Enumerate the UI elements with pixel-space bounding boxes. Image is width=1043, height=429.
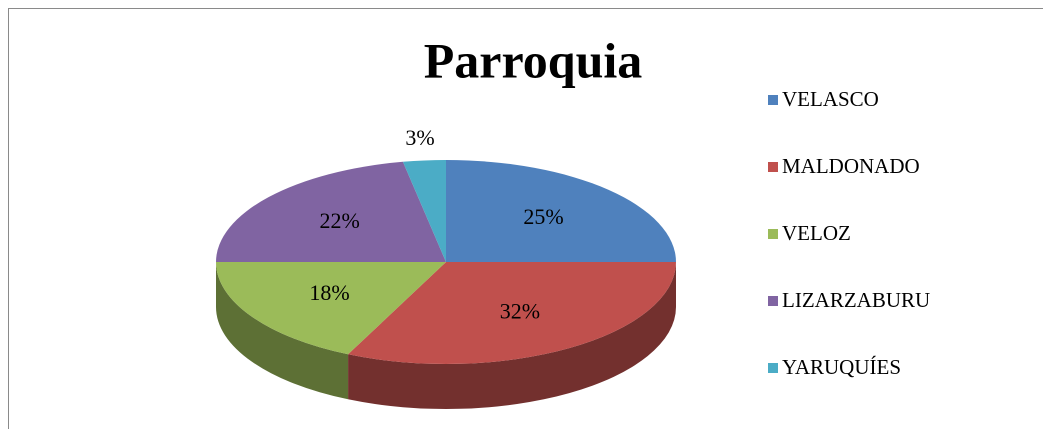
legend-label: YARUQUÍES: [782, 355, 901, 379]
legend-label: VELASCO: [782, 87, 879, 111]
chart-title: Parroquia: [424, 32, 643, 88]
data-label: 22%: [320, 208, 360, 233]
legend-label: LIZARZABURU: [782, 288, 930, 312]
legend-swatch: [768, 162, 778, 172]
slice: [216, 262, 446, 355]
slice: [348, 262, 676, 364]
data-label: 18%: [309, 280, 349, 305]
legend-swatch: [768, 95, 778, 105]
legend-swatch: [768, 363, 778, 373]
data-label: 32%: [500, 299, 540, 324]
legend-label: MALDONADO: [782, 154, 920, 178]
slice: [402, 160, 446, 262]
legend-swatch: [768, 229, 778, 239]
legend-label: VELOZ: [782, 221, 851, 245]
data-label: 25%: [523, 204, 563, 229]
data-label: 3%: [405, 125, 434, 150]
slice: [216, 161, 446, 262]
slice: [446, 160, 676, 262]
slice-side: [348, 262, 676, 410]
slice-side: [216, 262, 349, 400]
legend-swatch: [768, 296, 778, 306]
